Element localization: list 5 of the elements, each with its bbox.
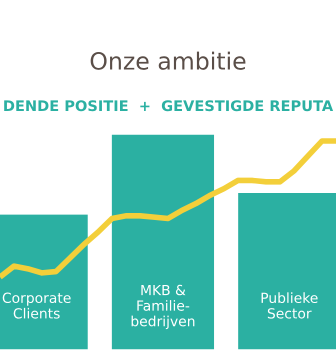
- chart-title: Onze ambitie: [90, 52, 246, 70]
- x-tick-label: MKB & Familie- bedrijven: [132, 284, 194, 330]
- x-tick-label: Publieke Sector: [262, 292, 318, 319]
- chart-subtitle: DENDE POSITIE + GEVESTIGDE REPUTA: [4, 100, 334, 112]
- x-tick-label: Corporate Clients: [2, 292, 71, 319]
